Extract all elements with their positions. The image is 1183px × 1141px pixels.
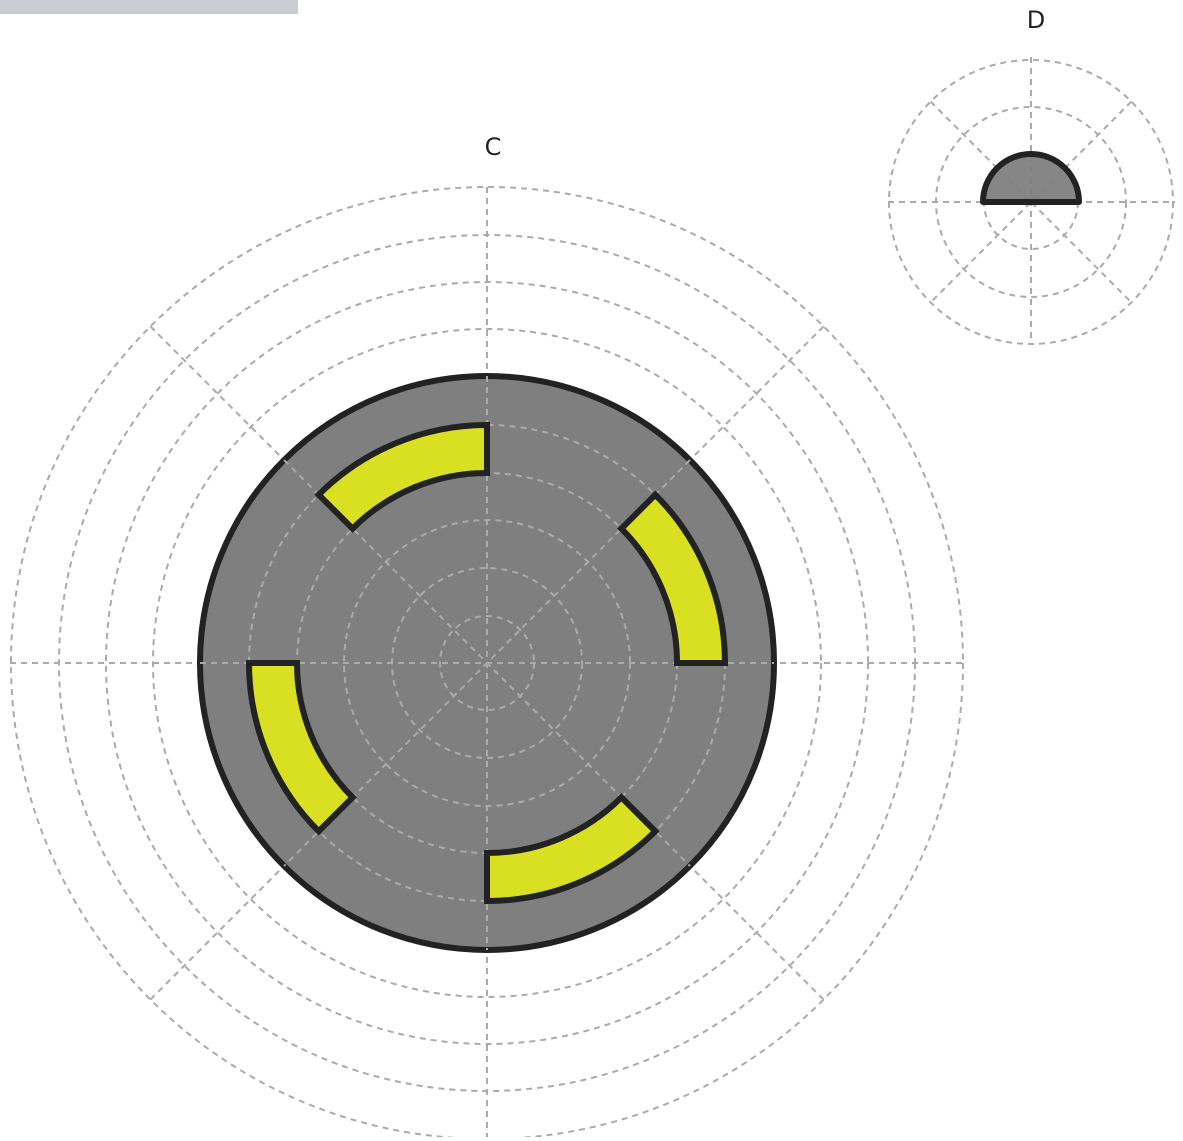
page: C D (() => { const data = JSON.parse(doc… (0, 0, 1183, 1137)
connector-label: C (485, 133, 502, 161)
connector-c: C (10, 133, 965, 1137)
connector-diagram: C D (0, 0, 1183, 1137)
connector-d: D (888, 6, 1175, 345)
connector-label: D (1027, 6, 1045, 34)
image-fragment (0, 0, 298, 14)
pin-half-round (983, 154, 1079, 202)
